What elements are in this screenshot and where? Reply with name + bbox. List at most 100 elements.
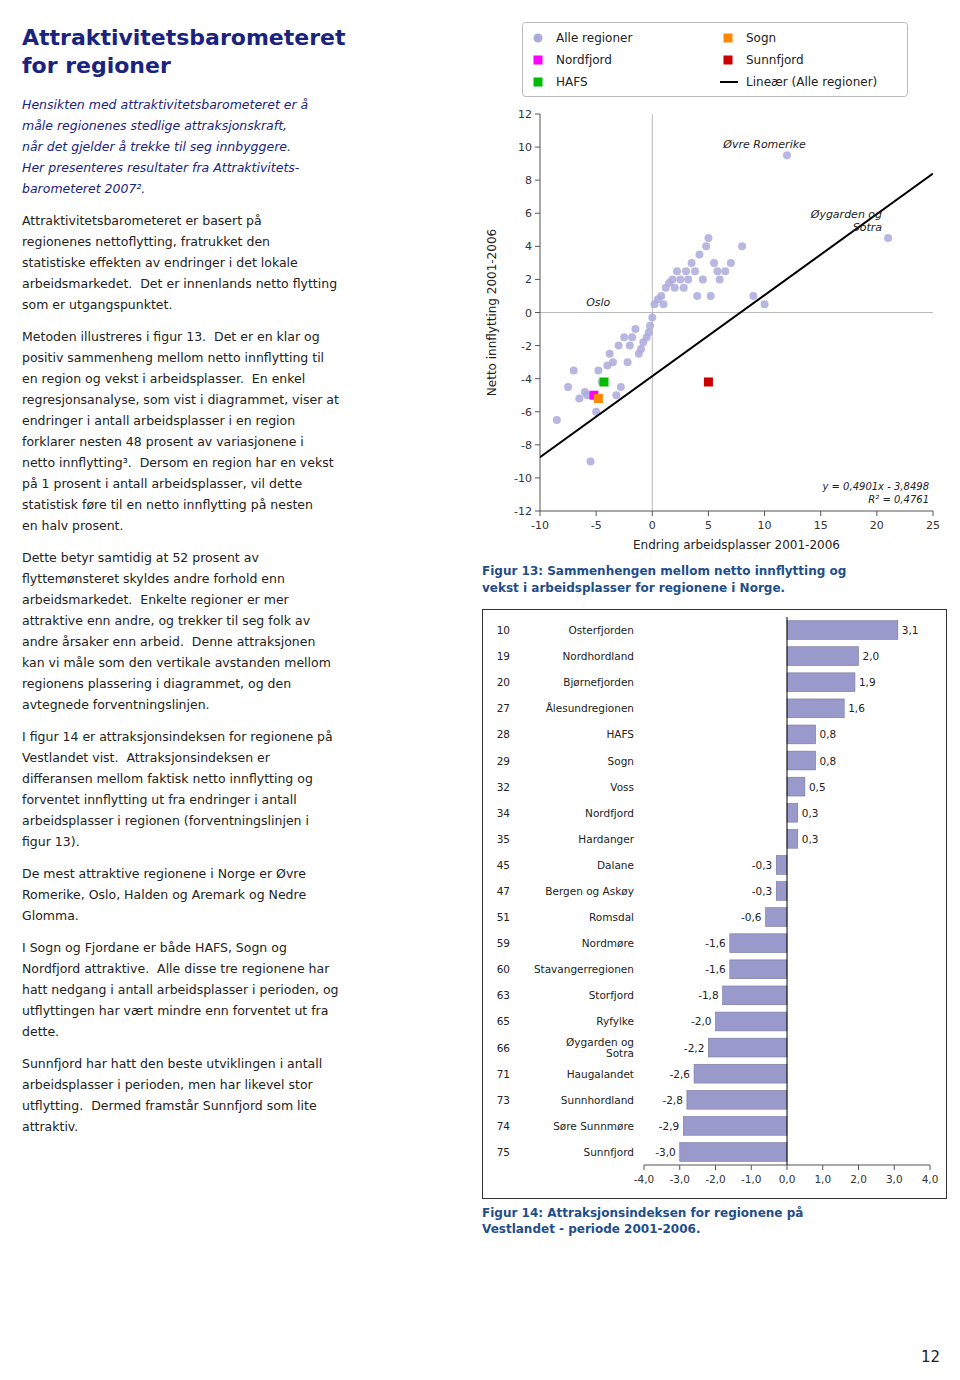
legend-item: Nordfjord [534,53,612,67]
x-tick [822,1165,823,1170]
category-label: Øygarden ogSotra [566,1036,634,1059]
scatter-chart: -10-50510152025-12-10-8-6-4-2024681012En… [482,102,947,557]
paragraph: I Sogn og Fjordane er både HAFS, Sogn og… [22,937,462,1042]
bar [723,986,787,1005]
x-tick-label: -2,0 [705,1173,726,1185]
point [727,259,735,267]
x-tick [820,511,821,516]
data-label: 0,5 [809,780,826,792]
x-tick-label: 4,0 [922,1173,939,1185]
text-line: Nordfjord [585,806,634,818]
point [721,267,729,275]
bar [716,1012,788,1031]
bar [787,672,855,691]
region-id: 59 [497,937,510,949]
region-id: 51 [497,911,510,923]
text-line: Bjørnefjorden [563,676,634,688]
text-line: Nordmøre [582,937,634,949]
paragraph-line: en halv prosent. [22,515,462,536]
x-tick [751,1165,752,1170]
data-label: 3,1 [902,624,919,636]
point [716,275,724,283]
bar [787,777,805,796]
category-label: Ryfylke [596,1015,634,1027]
category-label: Haugalandet [567,1067,634,1079]
bar [787,620,898,639]
point [749,292,757,300]
point [626,342,634,350]
chart-border [483,609,947,1198]
category-label: Osterfjorden [568,624,634,636]
category-label: Voss [610,780,634,792]
x-tick-label: 25 [926,519,940,532]
point [570,366,578,374]
intro-line: Her presenteres resultater fra Attraktiv… [22,157,462,178]
bar [787,803,798,822]
x-tick [679,1165,680,1170]
y-tick-label: 8 [525,174,532,187]
data-label: 2,0 [863,650,880,662]
legend-label: HAFS [556,75,588,89]
region-id: 47 [497,885,510,897]
bar [766,907,787,926]
y-tick-label: -6 [521,406,532,419]
legend: Alle regionerNordfjordHAFSSognSunnfjordL… [482,18,947,102]
paragraph-line: utflyttingen har vært mindre enn forvent… [22,1000,462,1021]
x-tick-label: 5 [705,519,712,532]
x-tick-label: 0,0 [779,1173,796,1185]
legend-item: Lineær (Alle regioner) [720,75,877,89]
y-axis [540,114,541,511]
y-tick-label: -8 [521,439,532,452]
region-id: 29 [497,754,510,766]
point [615,342,623,350]
paragraph-line: utflytting. Dermed framstår Sunnfjord so… [22,1095,462,1116]
legend-label: Alle regioner [556,31,632,45]
category-label: Sunnfjord [584,1146,634,1158]
x-tick-label: -4,0 [634,1173,655,1185]
bar [680,1142,787,1161]
x-axis-label: Endring arbeidsplasser 2001-2006 [633,538,840,552]
bar [776,881,787,900]
point [676,275,684,283]
text-line: R² = 0,4761 [868,494,929,505]
category-label: Stavangerregionen [534,963,634,975]
point [631,325,639,333]
x-tick-label: 10 [758,519,772,532]
paragraph-line: avtegnede forventningslinjen. [22,694,462,715]
paragraph-line: De mest attraktive regionene i Norge er … [22,863,462,884]
point [783,151,791,159]
x-tick [876,511,877,516]
bar [787,751,816,770]
point [609,358,617,366]
x-tick-label: -5 [591,519,602,532]
paragraph-line: Glomma. [22,905,462,926]
region-id: 10 [497,624,510,636]
paragraph-line: statistisk føre til en netto innflytting… [22,494,462,515]
x-tick-label: -1,0 [741,1173,762,1185]
category-label: HAFS [606,728,634,740]
paragraph-line: kan vi måle som den vertikale avstanden … [22,652,462,673]
text-line: Øygarden og [810,208,882,221]
intro-line: måle regionenes stedlige attraksjonskraf… [22,115,462,136]
y-tick-label: -2 [521,340,532,353]
paragraph-line: figur 13). [22,831,462,852]
category-label: Sogn [608,754,634,766]
point [707,292,715,300]
paragraph-line: regionens plassering i diagrammet, og de… [22,673,462,694]
y-axis-label: Netto innflytting 2001-2006 [485,229,499,396]
legend-swatch [724,56,733,65]
category-label: Dalane [597,858,634,870]
paragraph-line: regresjonsanalyse, som vist i diagrammet… [22,389,462,410]
text-line: Voss [610,780,634,792]
paragraph-line: hatt nedgang i antall arbeidsplasser i p… [22,979,462,1000]
paragraph-line: forklarer nesten 48 prosent av variasjon… [22,431,462,452]
paragraph: I figur 14 er attraksjonsindeksen for re… [22,726,462,852]
data-label: 1,9 [859,676,876,688]
point [564,383,572,391]
point [606,350,614,358]
category-label: Søre Sunnmøre [553,1119,634,1131]
paragraph-line: flyttemønsteret skyldes andre forhold en… [22,568,462,589]
legend-frame [523,23,908,97]
x-tick-label: 3,0 [886,1173,903,1185]
point [668,275,676,283]
